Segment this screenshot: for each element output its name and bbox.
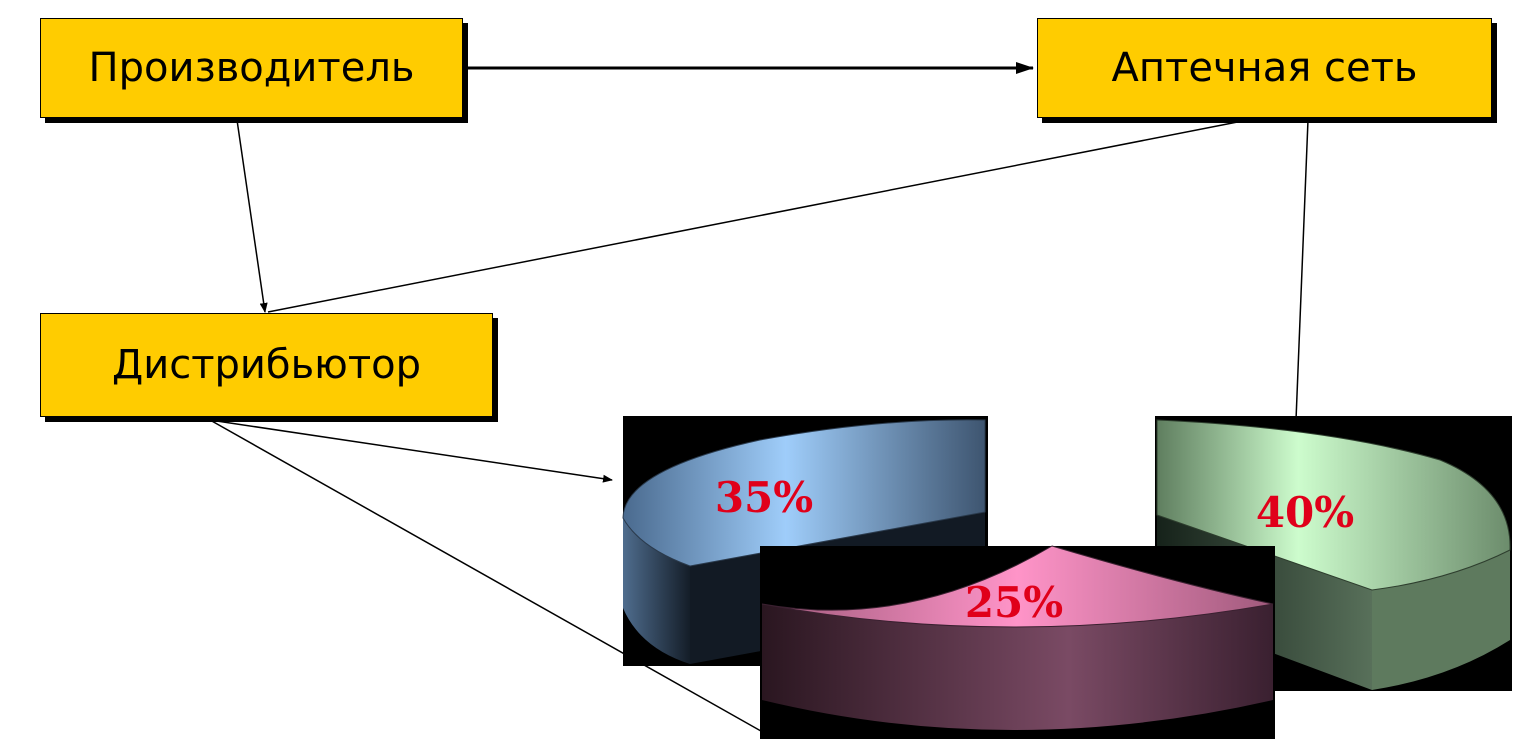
pie-slice-pink	[760, 545, 1275, 739]
node-pharmacy-chain: Аптечная сеть	[1037, 18, 1492, 118]
arrow-producer-to-distributor	[236, 119, 268, 313]
node-producer-label: Производитель	[88, 45, 415, 91]
node-producer: Производитель	[40, 18, 463, 118]
pie-label-green: 40%	[1256, 488, 1354, 537]
pie-slice-green	[1155, 416, 1512, 691]
arrow-distributor-to-pharmacy	[267, 114, 1264, 313]
node-distributor-label: Дистрибьютор	[111, 342, 421, 388]
pie-label-blue: 35%	[715, 473, 813, 522]
line-distributor-to-pink-slice	[209, 419, 769, 736]
pie-label-pink: 25%	[965, 578, 1063, 627]
node-distributor: Дистрибьютор	[40, 313, 493, 417]
arrow-distributor-to-blue-slice	[209, 419, 613, 483]
node-pharmacy-chain-label: Аптечная сеть	[1111, 45, 1418, 91]
line-pharmacy-to-green-slice	[1295, 119, 1309, 421]
